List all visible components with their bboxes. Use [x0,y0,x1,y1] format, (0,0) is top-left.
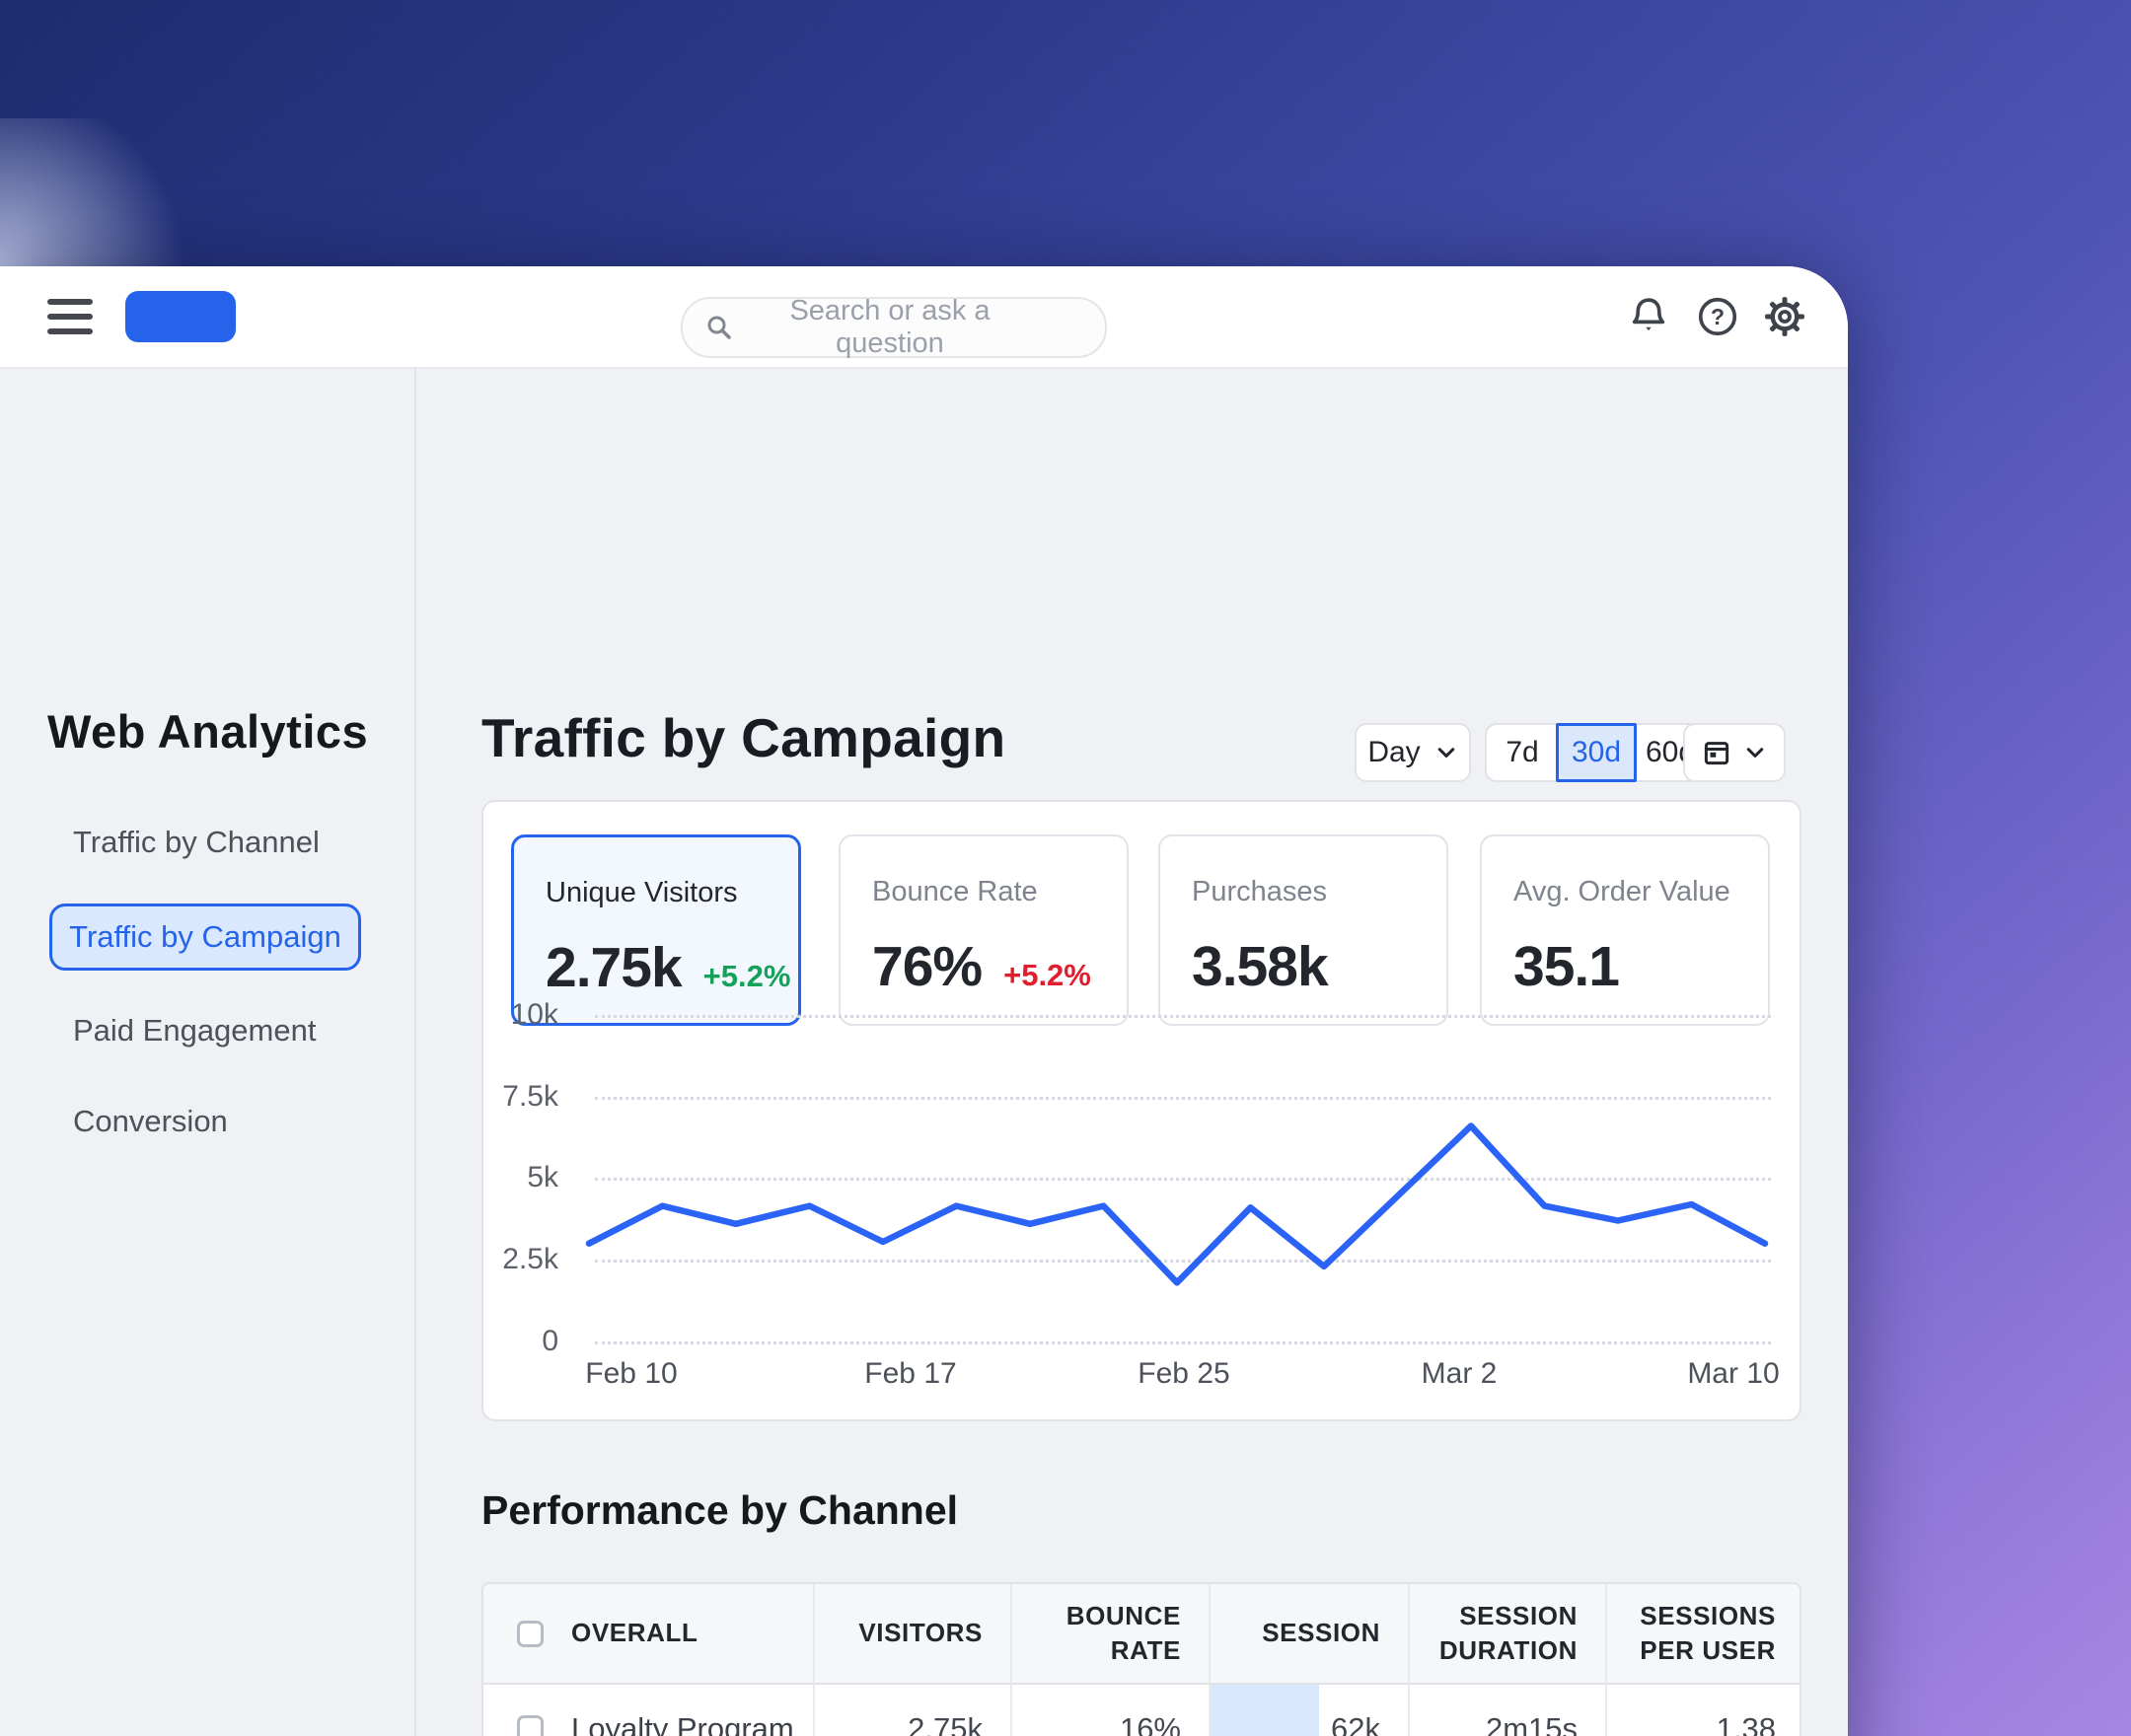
unique-visitors-line-series [585,1122,1769,1286]
sidebar-item-traffic-by-campaign-active[interactable]: Traffic by Campaign [49,904,361,971]
kpi-label: Purchases [1192,876,1328,907]
calendar-picker-button[interactable] [1683,723,1786,782]
granularity-dropdown[interactable]: Day [1355,723,1471,782]
kpi-value: 35.1 [1513,935,1620,998]
performance-by-channel-table: OVERALL VISITORS BOUNCE RATE SESSION SES… [481,1582,1801,1736]
chevron-down-icon [1746,748,1764,758]
svg-text:?: ? [1711,304,1725,329]
x-axis-tick: Feb 25 [1138,1357,1230,1390]
cell-visitors: 2.75k [813,1685,1010,1736]
sidebar-title: Web Analytics [47,705,369,758]
x-axis-tick: Mar 10 [1687,1357,1780,1390]
y-axis-tick: 5k [527,1161,558,1194]
range-7d-button[interactable]: 7d [1506,736,1539,768]
gridline-0 [595,1341,1771,1344]
y-axis-tick: 7.5k [502,1080,558,1113]
granularity-value: Day [1367,736,1421,768]
sidebar-item-paid-engagement[interactable]: Paid Engagement [73,1013,317,1048]
y-axis-tick: 2.5k [502,1243,558,1275]
table-header-overall: OVERALL [483,1584,813,1685]
kpi-value: 76% [872,935,983,998]
kpi-label: Bounce Rate [872,876,1038,907]
kpi-value: 2.75k [546,936,683,999]
gridline-10k [595,1015,1771,1018]
sidebar-item-conversion[interactable]: Conversion [73,1104,228,1138]
table-row-loyalty-program[interactable]: Loyalty Program [483,1685,813,1736]
select-all-checkbox[interactable] [517,1620,544,1647]
table-header-bounce-rate: BOUNCE RATE [1010,1584,1209,1685]
date-range-segmented-control: 7d 30d 60d [1485,723,1708,782]
app-window: Search or ask a question ? [0,266,1848,1736]
page-title: Traffic by Campaign [481,707,1006,768]
notifications-bell-icon[interactable] [1626,294,1671,339]
x-axis-tick: Feb 10 [585,1357,678,1390]
range-30d-button-selected[interactable]: 30d [1556,723,1637,782]
search-input[interactable]: Search or ask a question [681,295,1107,359]
cell-bounce-rate: 16% [1010,1685,1209,1736]
sidebar-item-traffic-by-channel[interactable]: Traffic by Channel [73,825,320,859]
cell-session: 62k [1209,1685,1408,1736]
traffic-line-chart[interactable] [585,996,1771,1351]
table-section-heading: Performance by Channel [481,1487,959,1533]
table-header-sessions-per-user: SESSIONS PER USER [1605,1584,1800,1685]
cell-sessions-per-user: 1.38 [1605,1685,1800,1736]
kpi-card-unique-visitors[interactable]: Unique Visitors 2.75k +5.2% [511,834,801,1026]
help-icon[interactable]: ? [1695,294,1740,339]
gridline-5k [595,1178,1771,1181]
top-navigation-bar: Search or ask a question ? [0,266,1848,369]
x-axis-tick: Feb 17 [864,1357,957,1390]
search-icon [707,316,731,339]
sidebar-divider [414,369,416,1736]
search-placeholder: Search or ask a question [789,295,991,359]
calendar-icon [1704,742,1729,765]
kpi-delta: +5.2% [702,959,791,993]
kpi-label: Unique Visitors [546,877,738,908]
kpi-value: 3.58k [1192,935,1329,998]
cell-session-duration: 2m15s [1408,1685,1605,1736]
y-axis-tick: 10k [510,998,558,1031]
table-header-session-duration: SESSION DURATION [1408,1584,1605,1685]
kpi-card-purchases[interactable]: Purchases 3.58k [1158,834,1448,1026]
row-checkbox[interactable] [517,1715,544,1736]
hamburger-menu-icon[interactable] [47,299,93,334]
app-logo[interactable] [125,291,236,342]
sidebar-item-label: Traffic by Campaign [69,919,341,954]
table-header-visitors: VISITORS [813,1584,1010,1685]
gridline-7-5k [595,1097,1771,1100]
y-axis-tick: 0 [542,1325,558,1357]
chevron-down-icon [1437,748,1454,758]
settings-gear-icon[interactable] [1762,294,1807,339]
session-heat-bar [1211,1685,1319,1736]
x-axis-tick: Mar 2 [1421,1357,1498,1390]
table-header-session: SESSION [1209,1584,1408,1685]
kpi-label: Avg. Order Value [1513,876,1730,907]
kpi-delta: +5.2% [1003,958,1091,992]
kpi-card-avg-order-value[interactable]: Avg. Order Value 35.1 [1480,834,1770,1026]
gridline-2-5k [595,1260,1771,1263]
kpi-card-bounce-rate[interactable]: Bounce Rate 76% +5.2% [839,834,1129,1026]
